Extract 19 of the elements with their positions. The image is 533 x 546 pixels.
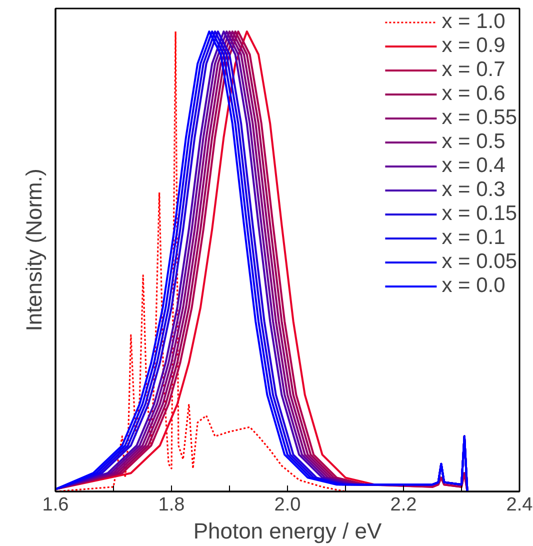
legend-label: x = 0.0 [442, 274, 506, 298]
legend-label: x = 0.15 [442, 202, 517, 226]
legend-label: x = 0.6 [442, 82, 506, 106]
legend-label: x = 0.1 [442, 226, 506, 250]
x-tick-label: 2.4 [506, 494, 533, 516]
legend-label: x = 0.55 [442, 106, 517, 130]
legend-label: x = 0.9 [442, 34, 506, 58]
x-tick-label: 1.6 [42, 494, 69, 516]
x-tick-label: 2.0 [274, 494, 301, 516]
x-tick-label: 1.8 [158, 494, 185, 516]
legend-label: x = 0.5 [442, 130, 506, 154]
y-axis-title: Intensity (Norm.) [22, 168, 46, 332]
legend-label: x = 0.7 [442, 58, 506, 82]
legend-label: x = 1.0 [442, 10, 506, 34]
x-axis-title: Photon energy / eV [193, 518, 382, 544]
legend-label: x = 0.05 [442, 250, 517, 274]
legend-label: x = 0.3 [442, 178, 506, 202]
x-tick-label: 2.2 [390, 494, 417, 516]
legend-label: x = 0.4 [442, 154, 506, 178]
